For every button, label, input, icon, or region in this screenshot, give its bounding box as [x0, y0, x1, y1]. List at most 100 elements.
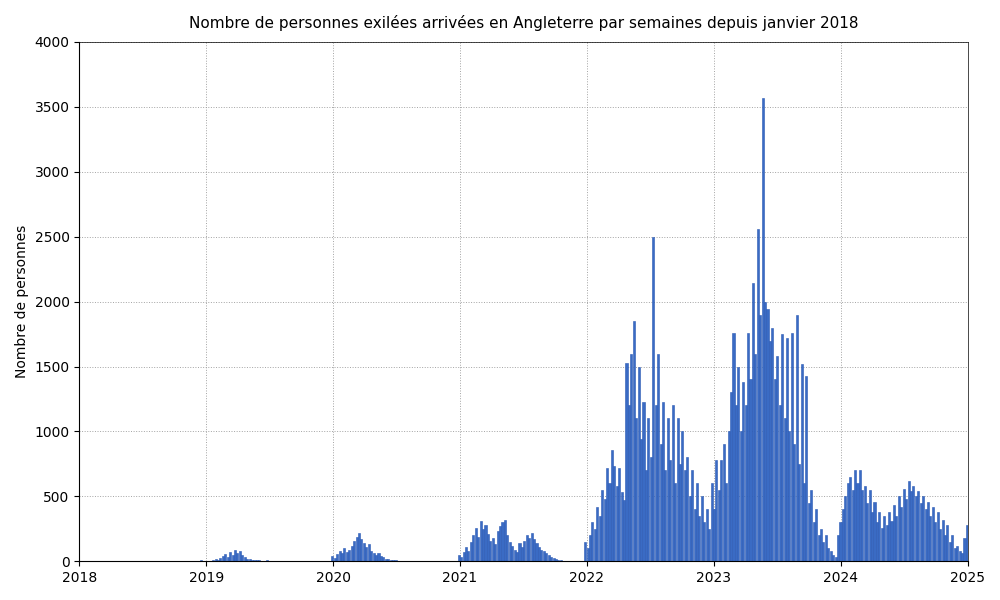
Bar	[465, 547, 467, 561]
Bar	[686, 457, 688, 561]
Bar	[518, 543, 521, 561]
Bar	[903, 488, 905, 561]
Bar	[881, 527, 883, 561]
Bar	[360, 539, 362, 561]
Bar	[458, 555, 460, 561]
Bar	[368, 544, 370, 561]
Bar	[664, 470, 666, 561]
Bar	[990, 449, 992, 561]
Bar	[711, 484, 713, 561]
Bar	[788, 431, 790, 561]
Bar	[944, 535, 946, 561]
Bar	[861, 490, 863, 561]
Bar	[779, 406, 781, 561]
Bar	[983, 477, 985, 561]
Bar	[660, 445, 662, 561]
Bar	[968, 516, 970, 561]
Bar	[667, 418, 669, 561]
Bar	[915, 496, 917, 561]
Bar	[387, 559, 389, 561]
Bar	[745, 406, 747, 561]
Bar	[694, 509, 696, 561]
Bar	[562, 560, 564, 561]
Bar	[932, 507, 934, 561]
Bar	[854, 470, 856, 561]
Bar	[698, 516, 700, 561]
Bar	[638, 367, 640, 561]
Bar	[514, 550, 516, 561]
Bar	[805, 376, 807, 561]
Bar	[477, 536, 479, 561]
Bar	[730, 392, 732, 561]
Bar	[241, 556, 243, 561]
Bar	[830, 551, 832, 561]
Bar	[669, 460, 671, 561]
Bar	[623, 500, 625, 561]
Bar	[951, 535, 953, 561]
Bar	[827, 548, 829, 561]
Bar	[893, 505, 895, 561]
Bar	[475, 527, 477, 561]
Bar	[373, 553, 375, 561]
Bar	[708, 529, 710, 561]
Bar	[239, 551, 241, 561]
Bar	[934, 523, 936, 561]
Bar	[754, 353, 756, 561]
Bar	[343, 548, 345, 561]
Bar	[786, 338, 788, 561]
Bar	[818, 535, 820, 561]
Bar	[390, 560, 392, 561]
Bar	[803, 484, 805, 561]
Bar	[224, 554, 226, 561]
Bar	[219, 558, 221, 561]
Bar	[905, 499, 907, 561]
Bar	[796, 314, 798, 561]
Bar	[348, 550, 350, 561]
Bar	[925, 509, 927, 561]
Bar	[599, 516, 601, 561]
Bar	[997, 454, 1000, 561]
Bar	[737, 367, 739, 561]
Bar	[375, 555, 377, 561]
Bar	[718, 490, 720, 561]
Bar	[949, 542, 951, 561]
Bar	[482, 529, 484, 561]
Bar	[535, 543, 538, 561]
Bar	[856, 484, 859, 561]
Bar	[976, 484, 978, 561]
Bar	[397, 560, 399, 561]
Bar	[706, 509, 708, 561]
Bar	[728, 431, 730, 561]
Bar	[635, 418, 637, 561]
Bar	[280, 560, 282, 561]
Bar	[463, 552, 465, 561]
Bar	[908, 481, 910, 561]
Bar	[735, 406, 737, 561]
Bar	[954, 548, 956, 561]
Bar	[198, 560, 200, 561]
Bar	[985, 457, 987, 561]
Bar	[604, 499, 606, 561]
Bar	[747, 333, 749, 561]
Bar	[725, 484, 727, 561]
Bar	[784, 418, 786, 561]
Bar	[946, 525, 948, 561]
Bar	[774, 379, 776, 561]
Bar	[377, 553, 380, 561]
Bar	[356, 536, 358, 561]
Bar	[246, 559, 248, 561]
Bar	[394, 560, 397, 561]
Bar	[713, 509, 715, 561]
Bar	[978, 490, 980, 561]
Bar	[266, 560, 268, 561]
Bar	[489, 541, 491, 561]
Bar	[538, 547, 540, 561]
Bar	[886, 525, 888, 561]
Bar	[822, 542, 824, 561]
Bar	[545, 553, 547, 561]
Bar	[871, 512, 873, 561]
Bar	[336, 554, 338, 561]
Bar	[762, 98, 764, 561]
Bar	[715, 460, 717, 561]
Bar	[677, 418, 679, 561]
